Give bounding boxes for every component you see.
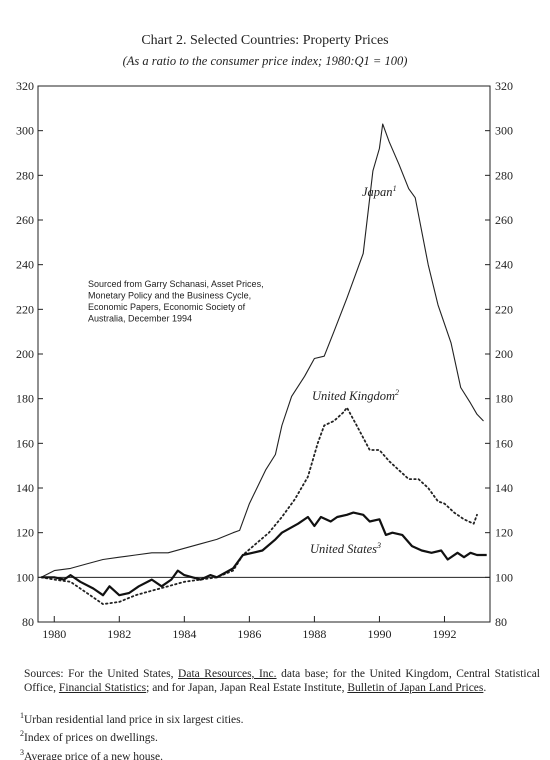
y2-tick-label: 100 <box>495 570 513 584</box>
footnote: 1Urban residential land price in six lar… <box>20 709 550 727</box>
series-note: 2 <box>395 388 399 397</box>
source-text: . <box>483 681 487 694</box>
footnote-marker: 1 <box>20 711 24 720</box>
y2-tick-label: 140 <box>495 481 513 495</box>
series-label: Japan1 <box>362 184 397 199</box>
y-tick-label: 200 <box>16 347 34 361</box>
y2-tick-label: 240 <box>495 258 513 272</box>
y2-tick-label: 80 <box>495 615 507 629</box>
y-tick-label: 100 <box>16 570 34 584</box>
y2-tick-label: 120 <box>495 526 513 540</box>
source-note-line: Monetary Policy and the Business Cycle, <box>88 291 251 301</box>
x-tick-label: 1980 <box>42 627 66 641</box>
y2-tick-label: 280 <box>495 168 513 182</box>
y2-tick-label: 260 <box>495 213 513 227</box>
y2-tick-label: 180 <box>495 392 513 406</box>
source-text: Financial Statistics <box>58 681 147 694</box>
series-line <box>41 123 484 578</box>
series-line <box>40 406 478 605</box>
footnote-marker: 3 <box>20 747 24 757</box>
x-tick-label: 1984 <box>172 627 196 641</box>
series-label: United States3 <box>310 541 381 556</box>
source-note-line: Australia, December 1994 <box>88 314 192 324</box>
footnote: 2Index of prices on dwellings. <box>20 727 550 745</box>
sources: Sources: For the United States, Data Res… <box>24 668 540 695</box>
y-tick-label: 160 <box>16 436 34 450</box>
y2-tick-label: 200 <box>495 347 513 361</box>
series-name: United States <box>310 542 377 556</box>
y-tick-label: 300 <box>16 124 34 138</box>
source-note-line: Sourced from Garry Schanasi, Asset Price… <box>88 279 264 289</box>
y2-tick-label: 300 <box>495 124 513 138</box>
y-tick-label: 280 <box>16 168 34 182</box>
y-tick-label: 180 <box>16 392 34 406</box>
y-tick-label: 240 <box>16 258 34 272</box>
series-name: Japan <box>362 185 393 199</box>
series-line <box>41 511 487 597</box>
x-tick-label: 1990 <box>367 627 391 641</box>
source-text: Sources: For the United States, <box>24 668 179 680</box>
y-tick-label: 260 <box>16 213 34 227</box>
y2-tick-label: 220 <box>495 302 513 316</box>
source-note: Sourced from Garry Schanasi, Asset Price… <box>88 279 264 324</box>
source-text: Bulletin of Japan Land Prices <box>347 681 484 694</box>
series-name: United Kingdom <box>312 389 395 403</box>
series-label: United Kingdom2 <box>312 388 399 403</box>
series-note: 3 <box>376 541 381 550</box>
x-tick-label: 1988 <box>302 627 326 641</box>
footnote-marker: 2 <box>20 729 24 739</box>
footnote-text: Average price of a new house. <box>24 750 163 760</box>
series-note: 1 <box>393 184 397 193</box>
footnote: 3Average price of a new house. <box>20 746 550 760</box>
y2-tick-label: 160 <box>495 436 513 450</box>
chart-subtitle: (As a ratio to the consumer price index;… <box>123 54 408 68</box>
y-tick-label: 320 <box>16 79 34 93</box>
y-tick-label: 80 <box>22 615 34 629</box>
x-tick-label: 1986 <box>237 627 261 641</box>
footnote-text: Index of prices on dwellings. <box>24 732 158 745</box>
y-tick-label: 140 <box>16 481 34 495</box>
chart: Chart 2. Selected Countries: Property Pr… <box>16 33 513 641</box>
y-tick-label: 220 <box>16 302 34 316</box>
chart-title: Chart 2. Selected Countries: Property Pr… <box>141 33 388 48</box>
y-tick-label: 120 <box>16 526 34 540</box>
source-text: Data Resources, Inc. <box>178 668 277 680</box>
plot-frame <box>37 85 491 623</box>
source-note-line: Economic Papers, Economic Society of <box>88 302 246 312</box>
source-text: ; and for Japan, Japan Real Estate Insti… <box>146 681 348 694</box>
x-tick-label: 1992 <box>432 627 456 641</box>
footnote-text: Urban residential land price in six larg… <box>24 713 244 726</box>
y2-tick-label: 320 <box>495 79 513 93</box>
source-text: data base; for the United Kingdom, Centr… <box>24 668 541 694</box>
footnotes: 1Urban residential land price in six lar… <box>20 709 550 760</box>
x-tick-label: 1982 <box>107 627 131 641</box>
